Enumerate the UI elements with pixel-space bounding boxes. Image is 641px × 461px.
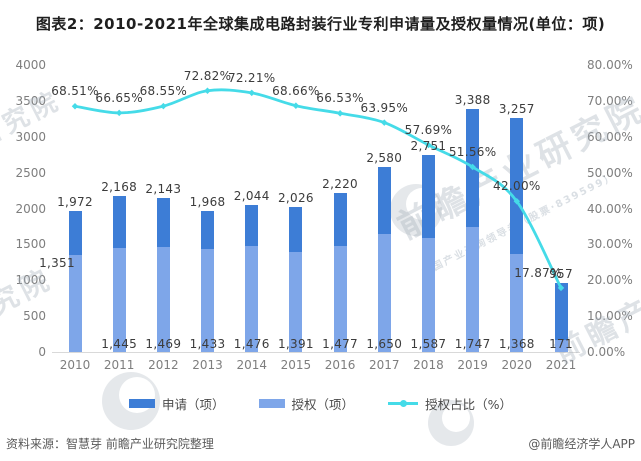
grant-value-2021: 171 <box>549 337 573 351</box>
grant-value-2016: 1,477 <box>322 337 358 351</box>
ratio-value-2012: 68.55% <box>139 84 188 99</box>
source-note: 资料来源：智慧芽 前瞻产业研究院整理 <box>6 437 214 451</box>
ratio-point-2011 <box>115 109 123 117</box>
ratio-point-2015 <box>292 102 300 109</box>
x-axis-label-2015: 2015 <box>280 358 312 372</box>
legend-item-grant: 授权（项） <box>258 394 355 413</box>
grant-value-2015: 1,391 <box>277 337 314 351</box>
ratio-value-2013: 72.82% <box>183 68 232 83</box>
bar-application-2021 <box>554 283 568 352</box>
bar-grant-2021 <box>554 339 568 352</box>
right-axis-tick: 80.00% <box>587 58 633 72</box>
right-axis-tick: 10.00% <box>587 309 633 324</box>
ratio-point-2017 <box>381 119 388 126</box>
application-value-2017: 2,580 <box>366 150 403 165</box>
legend-label-application: 申请（项） <box>162 397 225 412</box>
ratio-value-2020: 42.00% <box>493 179 541 194</box>
right-axis-tick: 50.00% <box>587 165 633 180</box>
grant-value-2012: 1,469 <box>145 337 182 351</box>
left-axis-tick: 3000 <box>15 129 46 144</box>
credit-note: @前瞻经济学人APP <box>528 437 635 451</box>
grant-value-2019: 1,747 <box>454 337 491 351</box>
legend-item-ratio: 授权占比（%） <box>388 394 512 413</box>
application-value-2020: 3,257 <box>498 102 535 117</box>
x-axis-label-2019: 2019 <box>457 358 488 372</box>
application-value-2010: 1,972 <box>57 194 93 209</box>
grant-value-2013: 1,433 <box>189 337 226 351</box>
left-axis-tick: 3500 <box>15 93 46 108</box>
ratio-value-2017: 63.95% <box>360 100 409 115</box>
application-value-2015: 2,026 <box>277 190 314 205</box>
x-axis-label-2020: 2020 <box>501 358 533 372</box>
application-swatch <box>129 399 156 408</box>
x-axis-label-2014: 2014 <box>236 358 267 372</box>
bar-grant-2017 <box>377 233 391 352</box>
right-axis-tick: 0.00% <box>587 345 626 359</box>
left-axis-tick: 4000 <box>15 58 46 72</box>
right-axis-tick: 30.00% <box>587 237 633 252</box>
left-axis-tick: 2000 <box>15 201 46 216</box>
ratio-point-2012 <box>160 102 167 110</box>
grant-value-2010: 1,351 <box>39 256 75 271</box>
x-axis-label-2012: 2012 <box>148 358 179 372</box>
right-axis-tick: 40.00% <box>587 201 633 216</box>
grant-value-2018: 1,587 <box>410 337 447 351</box>
ratio-point-2013 <box>204 87 211 95</box>
x-axis-line <box>52 352 580 353</box>
right-axis-tick: 20.00% <box>587 273 633 288</box>
legend-label-grant: 授权（项） <box>291 397 355 412</box>
legend-label-ratio: 授权占比（%） <box>425 397 512 412</box>
x-axis-label-2018: 2018 <box>413 358 444 372</box>
x-axis-label-2016: 2016 <box>324 358 356 372</box>
grant-value-2017: 1,650 <box>366 337 403 351</box>
x-axis-label-2013: 2013 <box>192 358 223 372</box>
x-axis-label-2021: 2021 <box>545 358 577 372</box>
application-value-2016: 2,220 <box>322 176 358 191</box>
ratio-line-swatch <box>388 399 419 408</box>
grant-value-2020: 1,368 <box>498 337 535 351</box>
grant-value-2014: 1,476 <box>233 337 270 351</box>
grant-value-2011: 1,445 <box>101 337 138 351</box>
left-axis-tick: 1000 <box>15 273 46 288</box>
x-axis-label-2010: 2010 <box>59 358 91 372</box>
x-axis-label-2017: 2017 <box>368 358 400 372</box>
ratio-value-2021: 17.87% <box>514 265 562 280</box>
ratio-point-2014 <box>248 89 255 97</box>
legend-item-application: 申请（项） <box>129 394 225 413</box>
x-axis-label-2011: 2011 <box>103 358 135 372</box>
ratio-value-2019: 51.56% <box>448 145 497 160</box>
chart-title: 图表2：2010-2021年全球集成电路封装行业专利申请量及授权量情况(单位：项… <box>35 15 606 33</box>
left-axis-tick: 1500 <box>15 237 46 252</box>
left-axis-tick: 0 <box>38 345 46 359</box>
legend: 申请（项） 授权（项） 授权占比（%） <box>0 394 641 413</box>
ratio-point-2016 <box>336 110 344 117</box>
right-axis-tick: 70.00% <box>587 93 633 108</box>
bar-grant-2018 <box>421 238 435 352</box>
left-axis-tick: 500 <box>23 309 46 324</box>
right-axis-tick: 60.00% <box>587 129 633 144</box>
left-axis-tick: 2500 <box>15 165 46 180</box>
ratio-value-2014: 72.21% <box>227 70 276 85</box>
grant-swatch <box>258 399 285 408</box>
ratio-value-2018: 57.69% <box>404 123 453 138</box>
ratio-point-2010 <box>71 102 79 110</box>
bar-grant-2019 <box>466 226 480 352</box>
